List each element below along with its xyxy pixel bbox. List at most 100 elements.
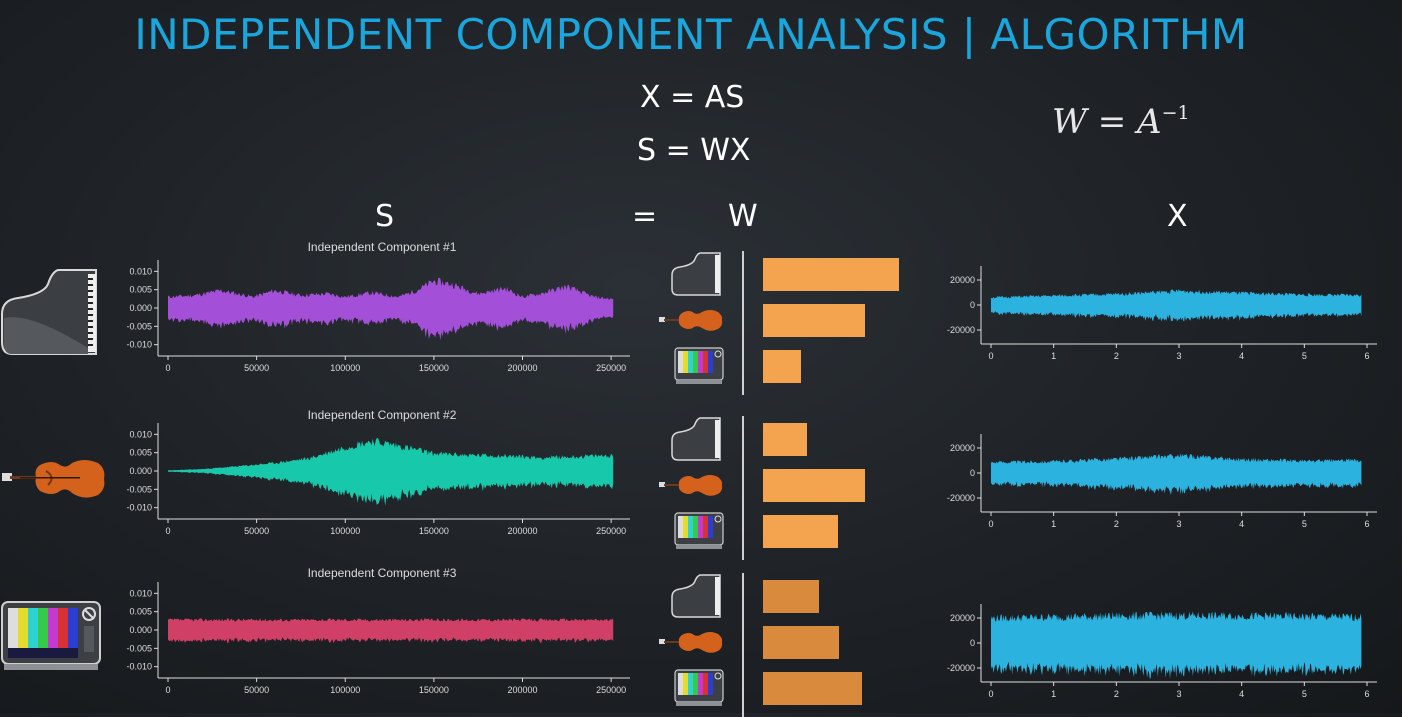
component-1-title: Independent Component #1 bbox=[307, 240, 457, 254]
violin-icon bbox=[2, 460, 105, 498]
component-2-x-tick-label: 100000 bbox=[330, 526, 360, 536]
component-1-y-tick-label: -0.010 bbox=[126, 340, 152, 350]
mixture-3-x-tick-label: 2 bbox=[1114, 689, 1119, 699]
component-1-plot: 0.010 0.005 0.000 -0.005 -0.010 0 50000 100000 1… bbox=[126, 260, 630, 373]
component-3-x-tick-label: 50000 bbox=[244, 685, 269, 695]
component-3-x-tick-label: 250000 bbox=[596, 685, 626, 695]
component-1-x-tick-label: 250000 bbox=[596, 363, 626, 373]
component-2-x-tick-label: 200000 bbox=[507, 526, 537, 536]
label-w: W bbox=[728, 199, 758, 234]
violin-icon bbox=[659, 310, 723, 331]
piano-icon bbox=[671, 417, 721, 461]
component-1-y-tick-label: 0.000 bbox=[129, 303, 152, 313]
equation-w-inverse-exponent: −1 bbox=[1161, 101, 1190, 124]
tv-icon bbox=[674, 512, 724, 549]
w-bar-violin bbox=[763, 469, 865, 502]
component-2-y-tick-label: 0.000 bbox=[129, 466, 152, 476]
w-bar-violin bbox=[763, 626, 840, 659]
mixture-1-plot: 20000 0 -20000 0 1 2 3 4 5 6 bbox=[947, 266, 1377, 361]
mixture-2-x-tick-label: 6 bbox=[1364, 519, 1369, 529]
mixture-1-waveform bbox=[991, 289, 1362, 322]
component-2-y-tick-label: 0.005 bbox=[129, 448, 152, 458]
mixture-2-y-tick-label: -20000 bbox=[947, 493, 975, 503]
mixture-1-x-tick-label: 3 bbox=[1176, 351, 1181, 361]
w-group-3-divider bbox=[742, 573, 744, 717]
violin-icon bbox=[659, 475, 723, 496]
piano-icon bbox=[671, 574, 721, 618]
w-bar-piano bbox=[763, 258, 899, 291]
tv-icon bbox=[1, 601, 101, 670]
component-3-waveform bbox=[168, 618, 614, 644]
w-bar-violin bbox=[763, 304, 865, 337]
mixture-2-waveform bbox=[991, 453, 1362, 495]
w-bar-piano bbox=[763, 580, 819, 613]
mixture-2-plot: 20000 0 -20000 0 1 2 3 4 5 6 bbox=[947, 434, 1377, 529]
piano-icon bbox=[0, 269, 97, 355]
component-1-x-tick-label: 200000 bbox=[507, 363, 537, 373]
w-group-1-divider bbox=[742, 251, 744, 395]
mixture-2-x-tick-label: 0 bbox=[988, 519, 993, 529]
mixture-1-x-tick-label: 4 bbox=[1239, 351, 1244, 361]
mixture-3-y-tick-label: 20000 bbox=[950, 613, 975, 623]
equation-w-inverse: W = A−1 bbox=[1052, 102, 1190, 142]
page-title: INDEPENDENT COMPONENT ANALYSIS | ALGORIT… bbox=[134, 10, 1248, 59]
component-2-title: Independent Component #2 bbox=[307, 408, 457, 422]
mixture-3-x-tick-label: 3 bbox=[1176, 689, 1181, 699]
component-2-x-tick-label: 50000 bbox=[244, 526, 269, 536]
component-1-y-tick-label: 0.005 bbox=[129, 285, 152, 295]
component-2-x-tick-label: 250000 bbox=[596, 526, 626, 536]
equation-s-wx: S = WX bbox=[637, 133, 751, 168]
tv-icon bbox=[674, 347, 724, 384]
component-1-x-tick-label: 100000 bbox=[330, 363, 360, 373]
equation-w-inverse-base: W = A bbox=[1052, 102, 1162, 142]
mixture-3-plot: 20000 0 -20000 0 1 2 3 4 5 6 bbox=[947, 604, 1377, 699]
component-2-x-tick-label: 150000 bbox=[419, 526, 449, 536]
component-2-y-tick-label: -0.005 bbox=[126, 484, 152, 494]
label-s: S bbox=[375, 199, 395, 234]
component-3-y-tick-label: 0.000 bbox=[129, 625, 152, 635]
component-3-x-tick-label: 100000 bbox=[330, 685, 360, 695]
mixture-1-y-tick-label: 0 bbox=[970, 300, 975, 310]
mixture-2-x-tick-label: 1 bbox=[1051, 519, 1056, 529]
violin-icon bbox=[659, 632, 723, 653]
label-x: X bbox=[1167, 199, 1188, 234]
w-bar-tv bbox=[763, 350, 802, 383]
mixture-3-y-tick-label: 0 bbox=[970, 638, 975, 648]
w-bar-tv bbox=[763, 672, 863, 705]
component-2-plot: 0.010 0.005 0.000 -0.005 -0.010 0 50000 100000 1… bbox=[126, 423, 630, 536]
component-3-y-tick-label: 0.005 bbox=[129, 607, 152, 617]
mixture-2-y-tick-label: 0 bbox=[970, 468, 975, 478]
component-1-waveform bbox=[168, 277, 614, 341]
component-3-x-tick-label: 0 bbox=[165, 685, 170, 695]
mixture-1-y-tick-label: -20000 bbox=[947, 325, 975, 335]
component-1-y-tick-label: -0.005 bbox=[126, 321, 152, 331]
component-2-waveform bbox=[168, 437, 614, 506]
mixture-1-x-tick-label: 1 bbox=[1051, 351, 1056, 361]
component-3-title: Independent Component #3 bbox=[307, 566, 457, 580]
component-3-x-tick-label: 200000 bbox=[507, 685, 537, 695]
label-equals: = bbox=[632, 199, 658, 234]
mixture-1-x-tick-label: 6 bbox=[1364, 351, 1369, 361]
mixture-1-x-tick-label: 2 bbox=[1114, 351, 1119, 361]
mixture-2-x-tick-label: 5 bbox=[1302, 519, 1307, 529]
mixture-3-x-tick-label: 5 bbox=[1302, 689, 1307, 699]
component-3-plot: 0.010 0.005 0.000 -0.005 -0.010 0 50000 100000 1… bbox=[126, 582, 630, 695]
component-1-x-tick-label: 0 bbox=[165, 363, 170, 373]
component-1-x-tick-label: 50000 bbox=[244, 363, 269, 373]
mixture-3-x-tick-label: 4 bbox=[1239, 689, 1244, 699]
mixture-3-y-tick-label: -20000 bbox=[947, 663, 975, 673]
w-bar-tv bbox=[763, 515, 838, 548]
mixture-1-x-tick-label: 0 bbox=[988, 351, 993, 361]
piano-icon bbox=[671, 252, 721, 296]
component-2-y-tick-label: 0.010 bbox=[129, 429, 152, 439]
mixture-2-x-tick-label: 2 bbox=[1114, 519, 1119, 529]
mixture-2-y-tick-label: 20000 bbox=[950, 443, 975, 453]
tv-icon bbox=[674, 669, 724, 706]
component-2-y-tick-label: -0.010 bbox=[126, 503, 152, 513]
mixture-3-x-tick-label: 6 bbox=[1364, 689, 1369, 699]
mixture-2-x-tick-label: 4 bbox=[1239, 519, 1244, 529]
mixture-3-x-tick-label: 0 bbox=[988, 689, 993, 699]
equation-x-as: X = AS bbox=[640, 80, 745, 115]
w-group-2-divider bbox=[742, 416, 744, 560]
mixture-1-y-tick-label: 20000 bbox=[950, 275, 975, 285]
